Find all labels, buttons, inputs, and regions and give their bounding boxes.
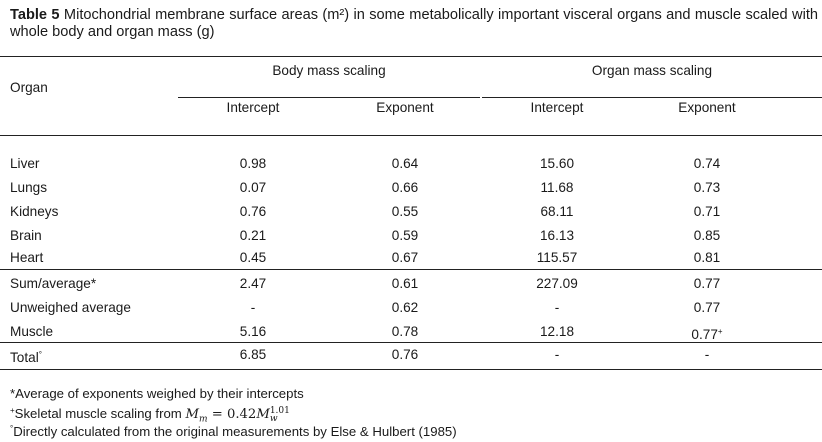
body-exponent-header: Exponent (376, 100, 434, 115)
body-exponent-cell: 0.66 (391, 180, 419, 195)
body-intercept-cell: 0.45 (239, 250, 267, 265)
organ-exponent-cell: 0.77+ (632, 324, 782, 343)
total-rule (0, 342, 822, 343)
organ-intercept-cell: 227.09 (536, 276, 578, 291)
footnote-direct-calculation: °Directly calculated from the original m… (10, 421, 457, 440)
footnote-weighted-average: *Average of exponents weighed by their i… (10, 386, 304, 401)
formula-lhs-subscript: m (198, 414, 208, 425)
body-exponent-cell: 0.78 (391, 324, 419, 339)
organ-intercept-cell: 11.68 (540, 180, 574, 195)
scaling-formula: Mm = 0.42M 1.01 w (185, 405, 290, 425)
header-bottom-rule (0, 135, 822, 136)
organ-intercept-cell: 16.13 (539, 228, 575, 243)
organ-mass-group-rule (482, 97, 822, 98)
organ-cell: Lungs (10, 180, 48, 195)
organ-exponent-cell: 0.73 (693, 180, 721, 195)
organ-intercept-cell: 12.18 (539, 324, 575, 339)
organ-cell: Heart (10, 250, 44, 265)
organ-intercept-cell: - (554, 300, 560, 315)
organ-cell: Total° (10, 347, 42, 366)
exponent-value: 0.77 (691, 327, 718, 342)
body-intercept-cell: 5.16 (239, 324, 267, 339)
organ-cell: Liver (10, 156, 40, 171)
body-intercept-cell: 0.07 (239, 180, 267, 195)
organ-label: Total (10, 350, 39, 365)
organ-cell: Sum/average* (10, 276, 96, 292)
formula-equals: = 0.42 (207, 407, 257, 422)
footnote-text: Skeletal muscle scaling from (14, 406, 186, 421)
body-intercept-cell: 2.47 (239, 276, 267, 291)
table-caption: Table 5 Mitochondrial membrane surface a… (10, 7, 818, 41)
footnote-text: Directly calculated from the original me… (13, 424, 457, 439)
body-exponent-cell: 0.67 (391, 250, 419, 265)
body-intercept-cell: 0.21 (239, 228, 267, 243)
organ-column-header: Organ (10, 80, 48, 95)
organ-exponent-header: Exponent (678, 100, 736, 115)
body-intercept-cell: 0.76 (239, 204, 267, 219)
body-intercept-cell: 6.85 (239, 347, 267, 362)
organ-cell: Unweighed average (10, 300, 131, 315)
sum-rule (0, 269, 822, 270)
body-mass-scaling-header: Body mass scaling (272, 63, 386, 78)
formula-rhs-subscript: w (269, 413, 278, 424)
footnote-muscle-scaling: +Skeletal muscle scaling from Mm = 0.42M… (10, 403, 290, 428)
organ-intercept-cell: 115.57 (536, 250, 578, 265)
body-exponent-cell: 0.59 (391, 228, 419, 243)
body-intercept-cell: - (250, 300, 256, 315)
organ-intercept-cell: 15.60 (539, 156, 575, 171)
organ-exponent-cell: 0.77 (693, 300, 721, 315)
footnote-mark: ° (10, 424, 14, 433)
formula-rhs-scripts: 1.01 w (269, 405, 290, 424)
table-bottom-rule (0, 369, 822, 370)
organ-cell: Brain (10, 228, 42, 243)
organ-exponent-cell: - (704, 347, 710, 362)
caption-text: Mitochondrial membrane surface areas (m²… (10, 7, 818, 40)
footnote-mark: + (717, 327, 723, 336)
organ-label: Sum/average (10, 276, 91, 291)
body-exponent-cell: 0.61 (391, 276, 419, 291)
organ-exponent-cell: 0.77 (693, 276, 721, 291)
organ-intercept-header: Intercept (530, 100, 584, 115)
formula-rhs-superscript: 1.01 (269, 405, 290, 416)
organ-exponent-cell: 0.74 (693, 156, 721, 171)
body-mass-group-rule (178, 97, 480, 98)
organ-exponent-cell: 0.85 (693, 228, 721, 243)
body-intercept-header: Intercept (226, 100, 280, 115)
formula-rhs: M (256, 407, 270, 422)
table-top-rule (0, 56, 822, 57)
organ-mass-scaling-header: Organ mass scaling (591, 63, 713, 78)
body-exponent-cell: 0.64 (391, 156, 419, 171)
body-exponent-cell: 0.62 (391, 300, 419, 315)
organ-cell: Kidneys (10, 204, 59, 219)
footnote-mark: * (90, 276, 97, 291)
organ-exponent-cell: 0.81 (693, 250, 721, 265)
organ-intercept-cell: 68.11 (540, 204, 574, 219)
formula-lhs: M (185, 407, 199, 422)
organ-intercept-cell: - (554, 347, 560, 362)
body-exponent-cell: 0.55 (391, 204, 419, 219)
organ-exponent-cell: 0.71 (693, 204, 721, 219)
body-intercept-cell: 0.98 (239, 156, 267, 171)
body-exponent-cell: 0.76 (391, 347, 419, 362)
footnote-mark: ° (38, 350, 42, 359)
footnote-mark: + (10, 406, 15, 415)
organ-cell: Muscle (10, 324, 54, 339)
table-label: Table 5 (10, 7, 60, 23)
